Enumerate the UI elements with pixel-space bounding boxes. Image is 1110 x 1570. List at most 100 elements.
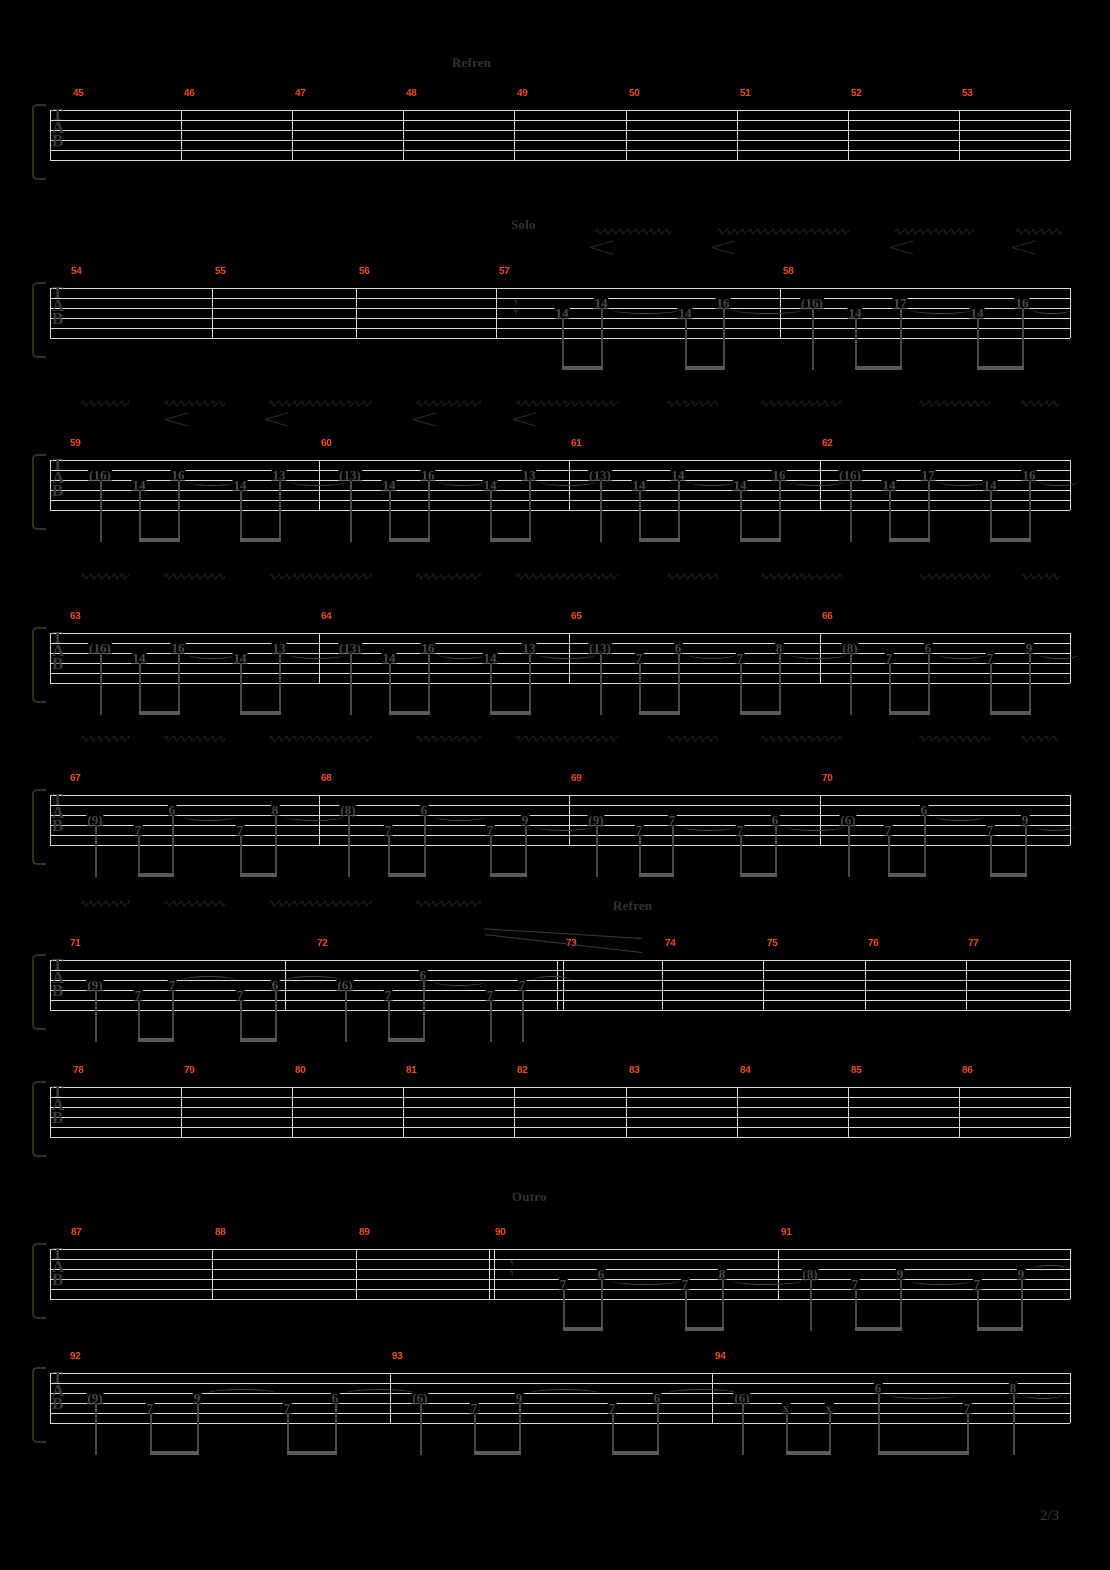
note-stem [562,317,564,370]
fret-number: (8) [841,640,859,656]
vibrato-marking: ∿∿∿∿∿∿∿∿ [1020,573,1060,580]
note-stem [525,824,527,877]
barline [181,110,182,160]
barline [865,960,866,1010]
fret-number: 13 [521,467,537,483]
note-stem [240,999,242,1042]
barline [966,960,967,1010]
note-beam [786,1451,831,1455]
fret-number: 8 [1008,1380,1018,1396]
vibrato-marking: ∿∿∿∿∿∿∿∿∿∿∿∿∿∿∿∿∿ [760,573,842,580]
tab-clef-letter: A [52,1257,64,1276]
tie-arc [934,812,986,821]
vibrato-marking: ∿∿∿∿∿∿∿∿∿∿∿∿∿ [163,900,225,907]
note-stem [742,1402,744,1455]
fret-number: 6 [419,802,429,818]
vibrato-marking: ∿∿∿∿∿∿∿∿∿∿∿∿∿∿∿∿∿∿∿∿∿ [515,573,619,580]
measure-number: 64 [321,611,332,622]
fret-number: (13) [588,467,612,483]
fret-number: 17 [892,295,908,311]
measure-number: 91 [781,1227,792,1238]
fret-number: 7 [383,987,393,1003]
note-stem [600,652,602,715]
tie-arc [1031,1265,1071,1274]
note-stem [850,652,852,715]
note-beam [287,1451,337,1455]
tab-clef-letter: A [52,968,64,987]
staff-line [50,1137,1070,1138]
fret-number: (9) [86,812,104,828]
staff-line [50,1010,1070,1011]
staff-line [50,1087,1070,1088]
barline [50,1373,51,1423]
fret-number: 14 [881,477,897,493]
accent-wedge [712,240,736,254]
fret-number: 7 [883,822,893,838]
fret-number: 7 [962,1400,972,1416]
note-stem [529,479,531,542]
note-stem [1013,1392,1015,1455]
barline [712,1373,713,1423]
barline [959,110,960,160]
section-marker-outro: Outro [512,1189,547,1204]
barline [820,795,821,845]
accent-wedge [1012,240,1036,254]
tie-arc [1023,1390,1063,1399]
fret-number: 14 [381,477,397,493]
note-stem [240,489,242,542]
fret-number: 7 [517,977,527,993]
barline [50,288,51,338]
note-stem [601,1278,603,1331]
tie-arc [888,1390,958,1399]
staff-line [50,1097,1070,1098]
fret-number: (16) [838,467,862,483]
note-stem [424,814,426,877]
measure-number: 46 [184,88,195,99]
system-brace [32,1367,46,1443]
staff-line [50,338,1070,339]
rest-symbol: 𝄾 [509,1264,515,1283]
tab-clef-letter: A [52,641,64,660]
barline [569,795,570,845]
fret-number: 7 [485,987,495,1003]
barline [50,795,51,845]
fret-number: (8) [801,1266,819,1282]
note-beam [150,1451,199,1455]
fret-number: 14 [631,477,647,493]
accent-wedge [513,412,537,426]
staff-line [50,1423,1070,1424]
tie-arc [529,1389,599,1398]
note-beam [639,873,674,877]
measure-number: 77 [968,938,979,949]
barline [1070,1087,1071,1137]
note-stem [924,814,926,877]
vibrato-marking: ∿∿∿∿∿∿∿∿ [1020,400,1060,407]
staff-line [50,673,1070,674]
fret-number: 7 [667,812,677,828]
fret-number: 9 [520,812,530,828]
tie-arc [789,477,846,486]
tab-clef-letter: B [52,816,63,835]
fret-number: 6 [770,812,780,828]
note-beam [889,711,930,715]
tab-clef-letter: B [52,131,63,150]
tie-arc [207,1389,277,1398]
staff-line [50,288,1070,289]
fret-number: (13) [338,467,362,483]
staff-line [50,130,1070,131]
note-stem [1021,1278,1023,1331]
tie-arc [1032,305,1072,314]
fret-number: 7 [884,650,894,666]
tie-arc [434,812,486,821]
measure-number: 66 [822,611,833,622]
staff-line [50,1403,1070,1404]
tab-clef-letter: B [52,654,63,673]
note-stem [100,479,102,542]
fret-number: 7 [850,1276,860,1292]
fret-number: 14 [131,477,147,493]
note-stem [685,317,687,370]
note-stem [900,307,902,370]
measure-number: 49 [517,88,528,99]
note-stem [350,652,352,715]
